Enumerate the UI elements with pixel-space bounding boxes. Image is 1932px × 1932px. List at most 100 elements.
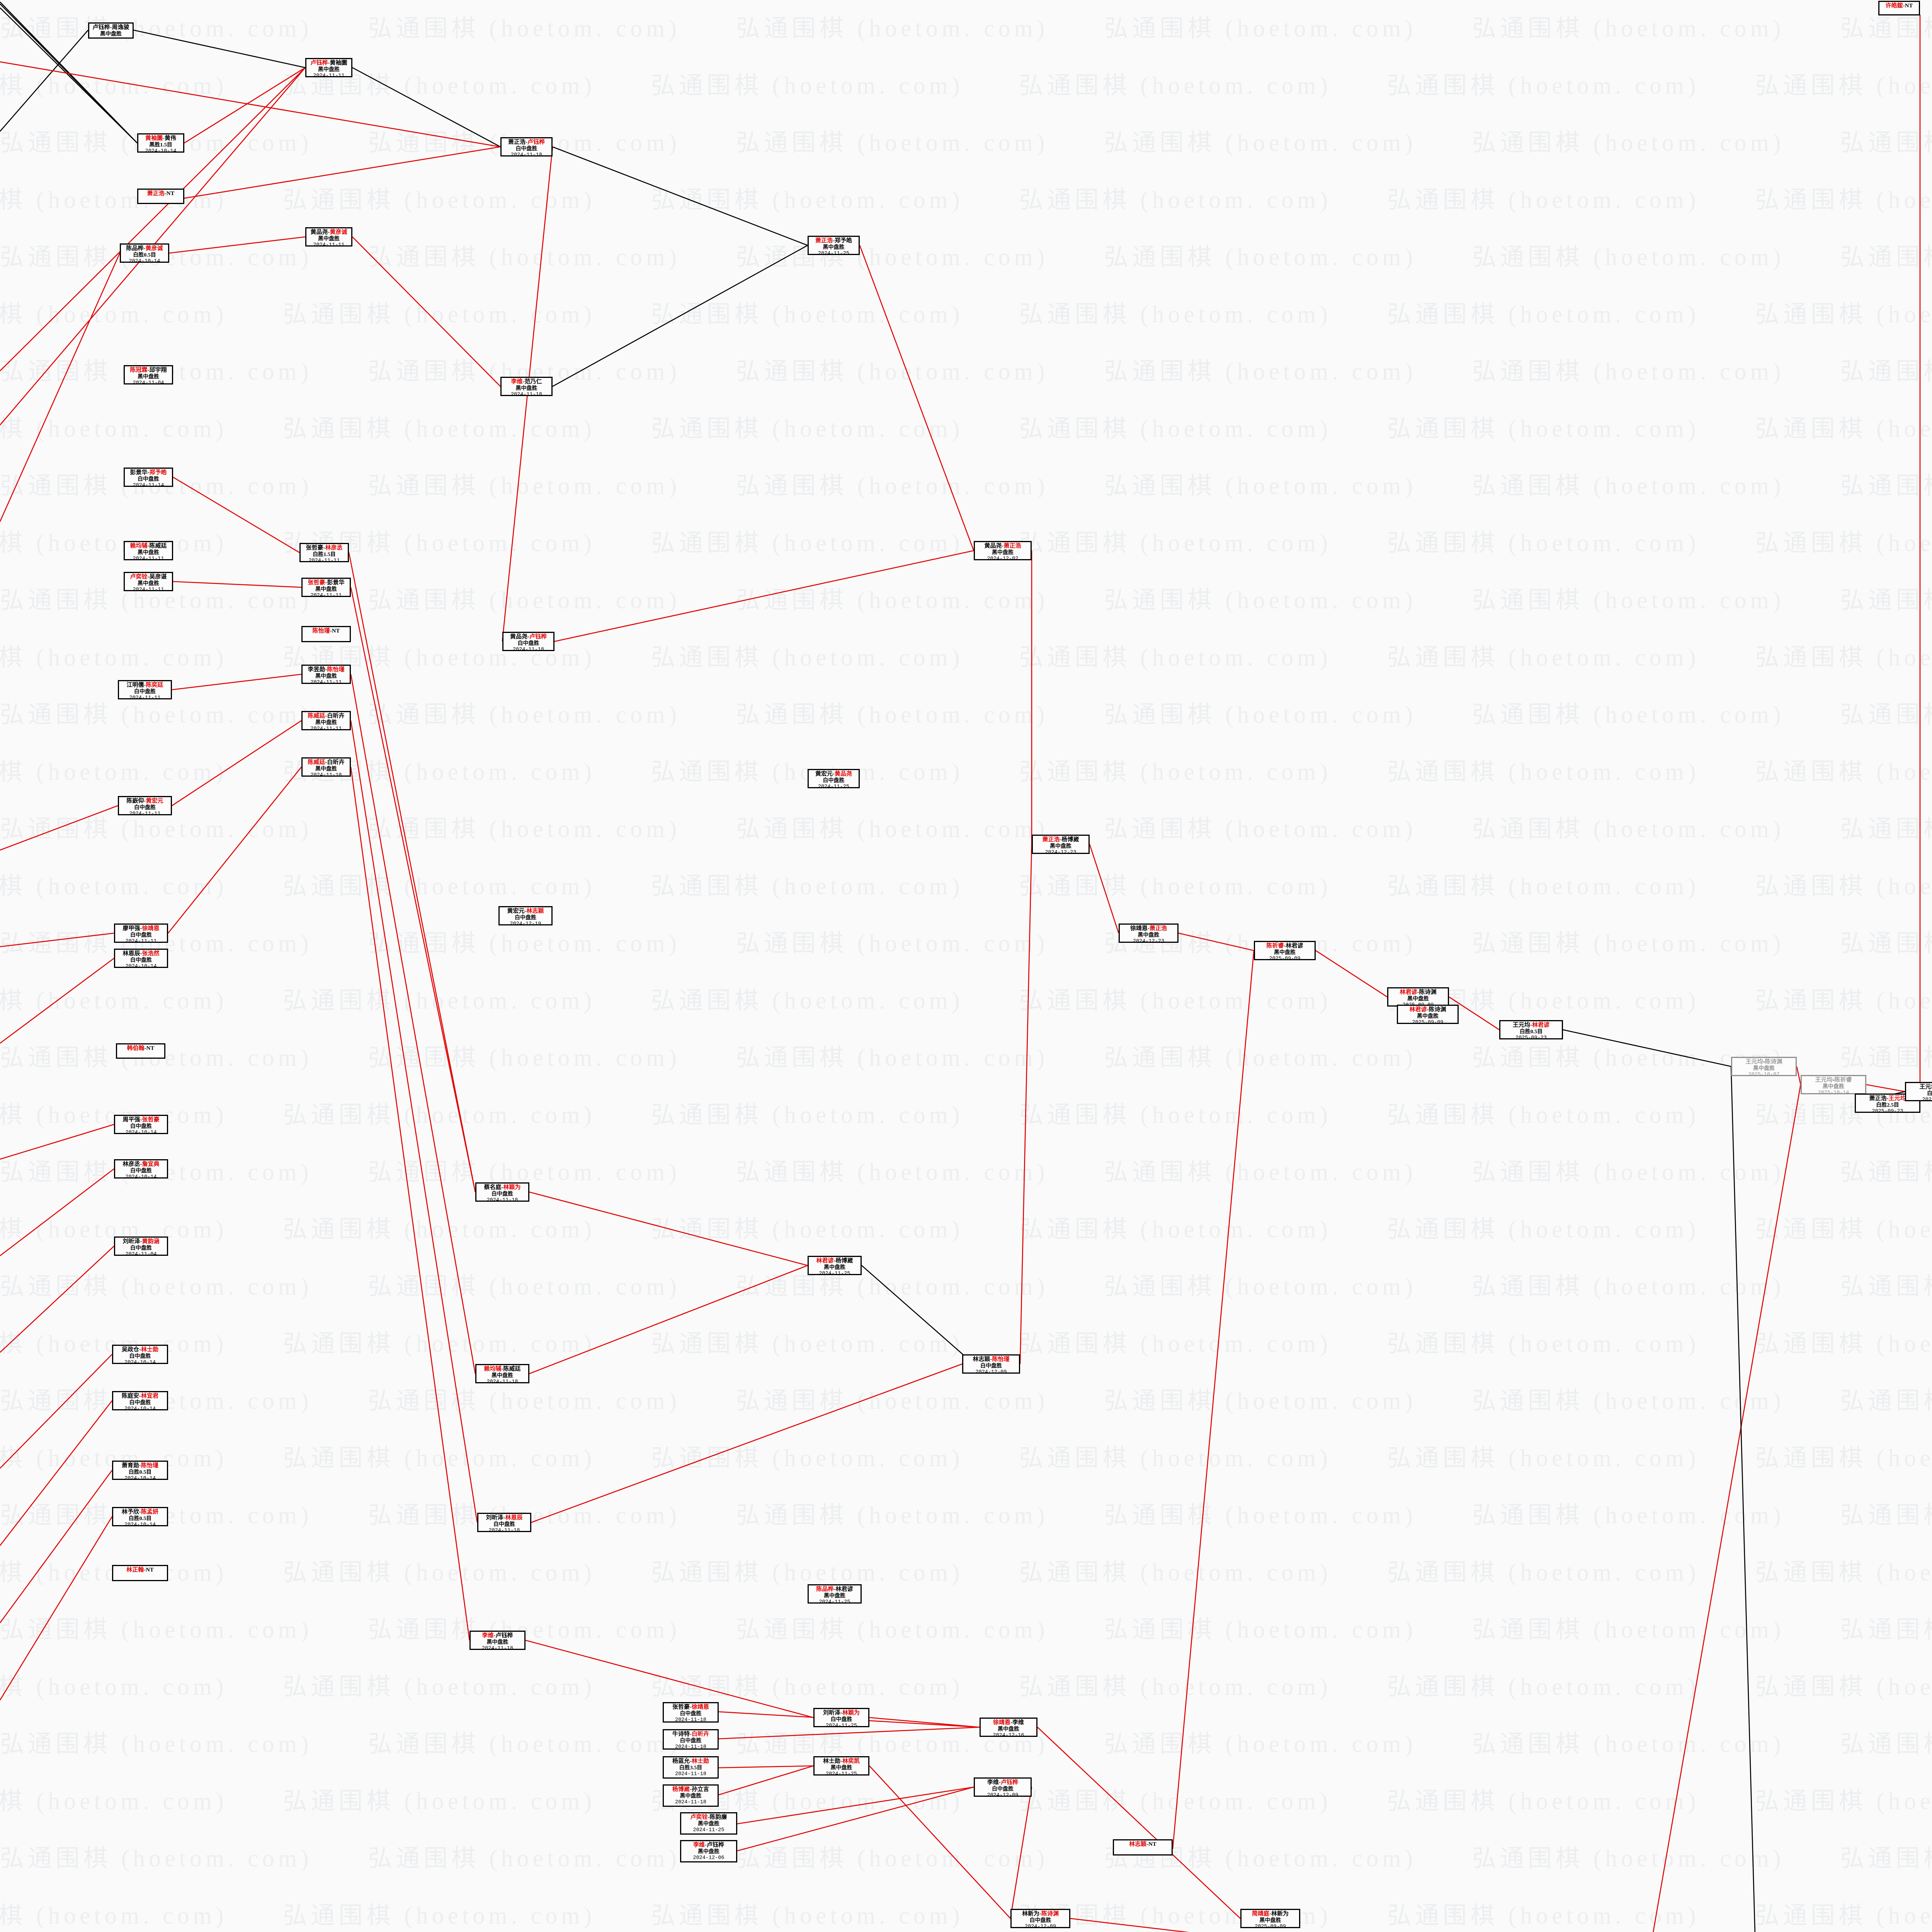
match-node[interactable]: 林志颖-陈怡瑾 白中盘胜 2024-12-09 [962, 1354, 1020, 1374]
match-node[interactable]: 黄袖圜-黄伟 黑胜1.5目 2024-10-14 [137, 133, 184, 153]
player-right: 陈威廷 [503, 1366, 521, 1372]
match-node[interactable]: 陈威廷-白昕卉 黑中盘胜 2024-11-11 [301, 711, 351, 730]
match-node[interactable]: 张哲豪-彭景华 黑中盘胜 2024-11-11 [301, 578, 351, 597]
match-node[interactable]: 周平强-张哲豪 白中盘胜 2024-10-14 [114, 1115, 168, 1134]
player-right: NT [146, 1045, 155, 1051]
match-node[interactable]: 萧正浩-杨博崴 黑中盘胜 2024-12-23 [1032, 835, 1090, 854]
match-node[interactable]: 李维-范乃仁 黑中盘胜 2024-11-18 [500, 377, 553, 396]
match-node[interactable]: 徐靖恩-李维 黑中盘胜 2024-12-16 [980, 1718, 1037, 1737]
edge [1866, 1084, 1905, 1092]
match-node[interactable]: 陈嶔仰-黄宏元 白中盘胜 2024-11-11 [118, 796, 172, 815]
match-node[interactable]: 徐靖恩-萧正浩 黑中盘胜 2024-12-23 [1119, 923, 1179, 943]
match-node[interactable]: 江明儒-陈奕廷 白中盘胜 2024-11-11 [118, 680, 172, 699]
player-left: 林新为 [1022, 1911, 1039, 1917]
player-separator: - [501, 1366, 503, 1372]
match-node[interactable]: 黄品尧-卢钰桦 白中盘胜 2024-11-18 [502, 632, 554, 651]
match-node[interactable]: 刘昕泽-林颖为 白中盘胜 2024-11-25 [813, 1708, 869, 1727]
match-node[interactable]: 韩伯翰-NT [116, 1043, 165, 1059]
match-node[interactable]: 黄品尧-黄彦诚 黑中盘胜 2024-11-11 [305, 227, 352, 247]
match-node[interactable]: 陈庭安-林宜君 白中盘胜 2024-10-14 [112, 1391, 168, 1410]
match-node[interactable]: 蔡名庭-林颖为 白中盘胜 2024-11-18 [475, 1182, 529, 1202]
match-node[interactable]: 林新为-陈诗渊 白中盘胜 2024-12-09 [1010, 1909, 1070, 1928]
match-node[interactable]: 林正翰-NT [112, 1565, 168, 1581]
edge [1796, 1066, 1801, 1085]
match-node[interactable]: 赖均辅-陈威廷 黑中盘胜 2024-11-18 [475, 1364, 529, 1383]
match-node[interactable]: 卢奕铨-吴彦谌 黑中盘胜 2024-11-11 [124, 572, 173, 591]
match-node[interactable]: 林恩辰-张浩然 白中盘胜 2024-10-14 [114, 949, 168, 968]
match-node[interactable]: 林彦丞-詹宜典 白中盘胜 2024-10-14 [114, 1159, 168, 1179]
match-node[interactable]: 王元均-陈诗渊 黑中盘胜 2025-10-07 [1731, 1057, 1797, 1076]
match-node[interactable]: 吴政仓-林士勋 白中盘胜 2024-10-14 [112, 1345, 168, 1364]
edge [1010, 1787, 1032, 1919]
match-node[interactable]: 陈怡瑾-NT [301, 626, 351, 642]
match-node[interactable]: 卢钰桦-黄袖圜 黑中盘胜 2024-11-11 [305, 58, 352, 77]
player-separator: - [690, 1786, 692, 1793]
match-node[interactable]: 李维-卢钰桦 白中盘胜 2024-12-09 [974, 1777, 1032, 1797]
watermark-row: 弘通围棋 (hoetom. com) 弘通围棋 (hoetom. com) 弘通… [0, 587, 1932, 614]
match-date: 2024-11-25 [825, 1771, 857, 1776]
match-date: 2024-10-14 [124, 1522, 156, 1526]
match-node[interactable]: 李维-卢钰桦 黑中盘胜 2024-11-18 [469, 1631, 526, 1650]
match-node[interactable]: 卢钰桦-周逸骏黑中盘胜2024-10-11 [88, 22, 134, 39]
match-node[interactable]: 林予欣-陈孟妍 白胜0.5目 2024-10-14 [112, 1507, 168, 1526]
edge [0, 61, 501, 148]
match-node[interactable]: 刘昕泽-黄韵涵 白中盘胜 2024-11-04 [114, 1236, 168, 1256]
match-players: 萧正浩-杨博崴 [1034, 837, 1087, 844]
match-node[interactable]: 杨博崴-孙立言 黑中盘胜 2024-11-18 [663, 1784, 719, 1807]
player-left: 王元均 [1512, 1022, 1530, 1028]
match-node[interactable]: 萧正浩-卢钰桦 白中盘胜 2024-11-18 [500, 137, 553, 156]
player-left: 陈庭安 [121, 1393, 139, 1399]
match-node[interactable]: 王元均-陈祈睿 黑中盘胜 2025-10-14 [1801, 1075, 1866, 1094]
player-left: 牛诗特 [672, 1731, 690, 1737]
match-node[interactable]: 许皓鋐-NT [1878, 1, 1920, 15]
match-node[interactable]: 林志颖-NT [1113, 1839, 1173, 1855]
match-node[interactable]: 杨蓝允-林士勋 白胜3.5目 2024-11-18 [663, 1756, 719, 1779]
match-node[interactable]: 张哲豪-林彦丞 白胜1.5目 2024-11-11 [299, 543, 349, 562]
match-node[interactable]: 王元均-许皓鋐白中盘胜2025-12-12 [1905, 1082, 1932, 1101]
match-node[interactable]: 林君谚-杨博崴 黑中盘胜 2024-11-25 [808, 1256, 862, 1275]
match-node[interactable]: 王元均-林君谚 白胜0.5目 2025-09-23 [1499, 1020, 1563, 1039]
match-node[interactable]: 黄品尧-萧正浩 黑中盘胜 2024-12-02 [974, 541, 1032, 560]
match-node[interactable]: 萧育勋-陈怡瑾 白胜0.5目 2024-10-14 [112, 1461, 168, 1480]
match-node[interactable]: 廖甲强-徐靖恩 白中盘胜 2024-11-11 [114, 923, 168, 943]
player-right: NT [146, 1567, 154, 1573]
match-node[interactable]: 萧正浩-郑予皓 黑中盘胜 2024-11-25 [808, 236, 860, 255]
match-date: 2024-11-18 [510, 392, 542, 396]
match-date: 2024-11-18 [510, 152, 542, 156]
player-left: 周平强 [122, 1117, 140, 1123]
match-result: 黑中盘胜 [486, 1639, 509, 1645]
match-players: 李维-范乃仁 [503, 379, 550, 386]
match-node[interactable]: 陈冠霖-邱宇翔 黑中盘胜 2024-11-04 [124, 365, 173, 384]
player-left: 萧正浩 [1042, 837, 1060, 843]
match-node[interactable]: 刘昕泽-林恩辰 白中盘胜 2024-11-18 [477, 1513, 531, 1532]
match-date: 2024-11-11 [133, 587, 164, 591]
match-node[interactable]: 陈祈睿-林君谚 黑中盘胜 2025-09-09 [1254, 941, 1316, 960]
watermark-row: 弘通围棋 (hoetom. com) 弘通围棋 (hoetom. com) 弘通… [0, 1388, 1932, 1414]
player-separator: - [147, 574, 150, 580]
match-node[interactable]: 陈品桦-黄彦诚 白胜0.5目 2024-10-14 [120, 243, 169, 263]
player-right: 萧正浩 [1003, 543, 1021, 549]
match-node[interactable]: 林士勋-林奕凯 黑中盘胜 2024-11-25 [813, 1756, 869, 1776]
match-result: 白胜0.5目 [133, 252, 156, 258]
player-left: 李维 [987, 1779, 999, 1786]
match-node[interactable]: 简靖庭-林新为 黑中盘胜 2025-09-09 [1240, 1909, 1300, 1928]
match-date: 2024-11-18 [486, 1379, 518, 1383]
match-node[interactable]: 张哲豪-徐靖恩 白中盘胜 2024-11-18 [663, 1702, 719, 1723]
match-node[interactable]: 彭景华-郑予皓 白中盘胜 2024-11-14 [124, 468, 173, 487]
match-node[interactable]: 卢奕铨-陈韵廉 黑中盘胜 2024-11-25 [680, 1812, 737, 1835]
match-node[interactable]: 李昱勋-陈怡瑾 黑中盘胜 2024-11-11 [301, 665, 351, 684]
match-node[interactable]: 黄宏元-黄品尧 白中盘胜 2024-11-25 [808, 769, 860, 788]
match-node[interactable]: 赖均辅-陈威廷 黑中盘胜 2024-11-11 [124, 541, 173, 560]
match-result: 白中盘胜 [129, 1400, 151, 1406]
match-date: 2024-11-11 [129, 811, 161, 815]
match-node[interactable]: 萧正浩-NT [137, 189, 184, 204]
match-node[interactable]: 牛诗特-白昕卉 白中盘胜 2024-11-18 [663, 1729, 719, 1750]
match-node[interactable]: 黄宏元-林志颖 白中盘胜 2024-12-19 [498, 906, 553, 925]
match-node[interactable]: 陈威廷-白昕卉 黑中盘胜 2024-11-18 [301, 757, 351, 777]
match-date: 2024-12-23 [1045, 850, 1077, 854]
player-left: 林君谚 [1409, 1007, 1427, 1013]
match-node[interactable]: 李维-卢钰桦 黑中盘胜 2024-12-06 [680, 1840, 737, 1862]
match-node[interactable]: 陈品桦-林君谚 黑中盘胜 2024-11-25 [808, 1584, 862, 1604]
